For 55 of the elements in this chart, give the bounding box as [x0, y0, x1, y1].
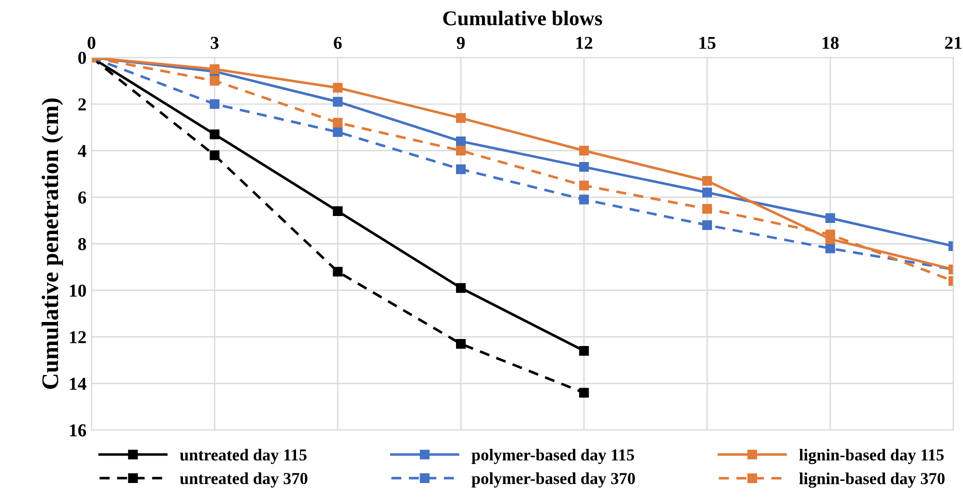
x-tick-label: 0 [88, 36, 96, 49]
point [456, 283, 466, 293]
point [210, 64, 220, 74]
point [579, 162, 589, 172]
x-tick-label: 3 [210, 36, 219, 49]
point [210, 150, 220, 160]
legend-label: lignin-based day 370 [799, 472, 945, 488]
point [456, 146, 466, 156]
x-tick-label: 6 [334, 36, 342, 49]
point [579, 194, 589, 204]
y-tick-label: 10 [70, 284, 86, 297]
legend-label: untreated day 370 [180, 472, 308, 488]
y-tick-label: 6 [78, 191, 86, 204]
x-axis-title: Cumulative blows [443, 10, 602, 26]
legend-label: polymer-based day 370 [472, 472, 635, 488]
y-tick-label: 4 [78, 145, 86, 157]
y-tick-label: 16 [70, 424, 86, 436]
legend-label: untreated day 115 [180, 448, 307, 464]
point [579, 180, 589, 190]
point [210, 76, 220, 86]
point [579, 388, 589, 398]
point [456, 339, 466, 349]
point [825, 230, 836, 240]
point [456, 136, 466, 146]
point [332, 118, 343, 128]
point [702, 220, 712, 230]
point [332, 96, 343, 107]
y-tick-label: 14 [70, 378, 86, 390]
y-axis-title: Cumulative penetration (cm) [42, 98, 64, 389]
point [579, 346, 589, 356]
x-tick-label: 18 [822, 36, 839, 49]
point [332, 206, 343, 216]
x-tick-label: 9 [456, 36, 465, 49]
point [456, 164, 466, 174]
point [702, 176, 712, 186]
point [579, 146, 589, 156]
x-tick-label: 12 [576, 36, 592, 49]
y-tick-label: 2 [78, 98, 86, 110]
x-tick-label: 21 [945, 36, 962, 49]
point [210, 129, 220, 140]
point [702, 204, 712, 214]
point [825, 213, 836, 223]
legend-label: polymer-based day 115 [472, 448, 634, 464]
y-tick-label: 0 [78, 52, 86, 64]
point [825, 244, 836, 254]
point [332, 127, 343, 137]
y-tick-label: 8 [78, 238, 86, 250]
point [332, 266, 343, 277]
point [456, 113, 466, 123]
x-tick-label: 15 [700, 36, 716, 49]
y-tick-label: 12 [70, 331, 86, 344]
point [332, 82, 343, 93]
legend-label: lignin-based day 115 [799, 448, 944, 464]
point [210, 99, 220, 109]
point [702, 188, 712, 198]
